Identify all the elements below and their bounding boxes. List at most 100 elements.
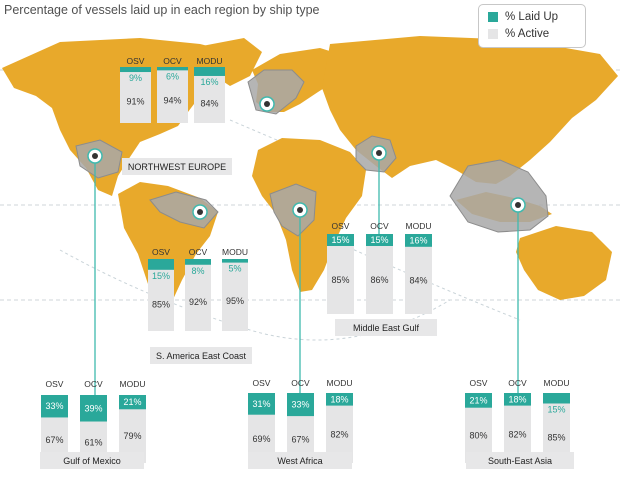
laid-up-bar [366,234,393,246]
gulf-of-mexico-region-label: Gulf of Mexico [63,456,121,466]
category-label: MODU [222,247,248,257]
west-africa-region-label: West Africa [277,456,322,466]
active-label: 91% [126,97,144,107]
active-label: 95% [226,296,244,306]
s-america-east-coast-marker-dot [197,209,203,215]
laid-up-bar [327,234,354,246]
laid-up-label: 5% [228,264,241,274]
laid-up-label: 15% [152,271,170,281]
laid-up-bar [465,393,492,408]
active-bar [543,393,570,463]
laid-up-label: 33% [291,400,309,410]
category-label: OSV [127,56,145,66]
active-label: 85% [331,275,349,285]
asia-landmass [322,36,618,184]
category-label: OSV [470,378,488,388]
active-label: 61% [84,437,102,447]
active-bar [222,259,248,331]
category-label: OCV [508,378,527,388]
active-label: 69% [252,434,270,444]
west-africa-marker-dot [297,207,303,213]
south-east-asia-region [449,159,549,233]
active-bar [405,234,432,314]
s-america-east-coast-bar-group: OSV 15% 85% OCV 8% 92% MODU 5% 95% S. America Eas… [148,247,252,364]
laid-up-bar [194,67,225,76]
legend-swatch-active [488,29,498,39]
laid-up-bar [119,395,146,410]
south-east-asia-region-label-plate [466,452,574,469]
category-label: OCV [163,56,182,66]
laid-up-label: 15% [370,235,388,245]
category-label: MODU [120,379,146,389]
laid-up-label: 18% [330,394,348,404]
s-america-east-coast-region-label: S. America East Coast [156,351,247,361]
active-label: 92% [189,297,207,307]
category-label: OCV [370,221,389,231]
legend-item-laid-up: % Laid Up [488,11,558,23]
northwest-europe-region-label-plate [122,158,232,175]
category-label: MODU [406,221,432,231]
active-label: 84% [200,98,218,108]
laid-up-label: 33% [45,401,63,411]
active-bar [327,234,354,314]
northwest-europe-bar-group: OSV 9% 91% OCV 6% 94% MODU 16% 84% NORTHWEST EURO… [120,56,232,175]
laid-up-label: 6% [166,71,179,81]
gulf-of-mexico-region-label-plate [40,452,144,469]
middle-east-gulf-bar-group: OSV 15% 85% OCV 15% 86% MODU 16% 84% Middle East … [327,221,437,336]
active-label: 84% [409,275,427,285]
west-africa-region-label-plate [248,452,352,469]
laid-up-label: 15% [547,405,565,415]
laid-up-label: 16% [200,77,218,87]
laid-up-bar [185,259,211,265]
active-label: 67% [291,435,309,445]
laid-up-label: 15% [331,235,349,245]
connector-lines [94,153,519,395]
laid-up-label: 8% [191,266,204,276]
laid-up-label: 16% [409,235,427,245]
laid-up-label: 31% [252,399,270,409]
chart-title: Percentage of vessels laid up in each re… [4,3,320,17]
laid-up-bar [157,67,188,71]
active-label: 79% [123,431,141,441]
laid-up-bar [405,234,432,247]
laid-up-label: 18% [508,394,526,404]
laid-up-bar [543,393,570,404]
south-east-asia-region-label: South-East Asia [488,456,552,466]
category-label: MODU [197,56,223,66]
category-label: MODU [544,378,570,388]
legend-item-active: % Active [488,28,549,40]
active-bar [157,67,188,123]
northwest-europe-region [247,69,305,115]
active-label: 86% [370,275,388,285]
laid-up-label: 21% [123,397,141,407]
active-label: 82% [330,429,348,439]
active-label: 80% [469,430,487,440]
active-label: 82% [508,429,526,439]
category-label: OSV [152,247,170,257]
category-label: OCV [291,378,310,388]
laid-up-bar [326,393,353,406]
active-label: 94% [163,96,181,106]
bar-groups: OSV 9% 91% OCV 6% 94% MODU 16% 84% NORTHWEST EURO… [40,56,574,469]
south-east-asia-bar-group: OSV 21% 80% OCV 18% 82% MODU 15% 85% South-East A… [465,378,574,469]
laid-up-bar [287,393,314,417]
legend: % Laid Up % Active [478,4,586,48]
category-label: OCV [189,247,208,257]
laid-up-bar [120,67,151,73]
laid-up-bar [148,259,174,270]
active-bar [366,234,393,314]
active-bar [194,67,225,123]
legend-label-laid-up: % Laid Up [505,11,559,23]
laid-up-bar [248,393,275,415]
middle-east-gulf-marker-dot [376,150,382,156]
laid-up-bar [41,395,68,418]
location-markers [87,96,526,220]
laid-up-bar [222,259,248,263]
s-america-east-coast-region-label-plate [150,347,252,364]
northwest-europe-region-label: NORTHWEST EUROPE [128,162,226,172]
middle-east-gulf-region-label: Middle East Gulf [353,323,420,333]
west-africa-bar-group: OSV 31% 69% OCV 33% 67% MODU 18% 82% West Africa [248,378,353,469]
active-label: 67% [45,435,63,445]
